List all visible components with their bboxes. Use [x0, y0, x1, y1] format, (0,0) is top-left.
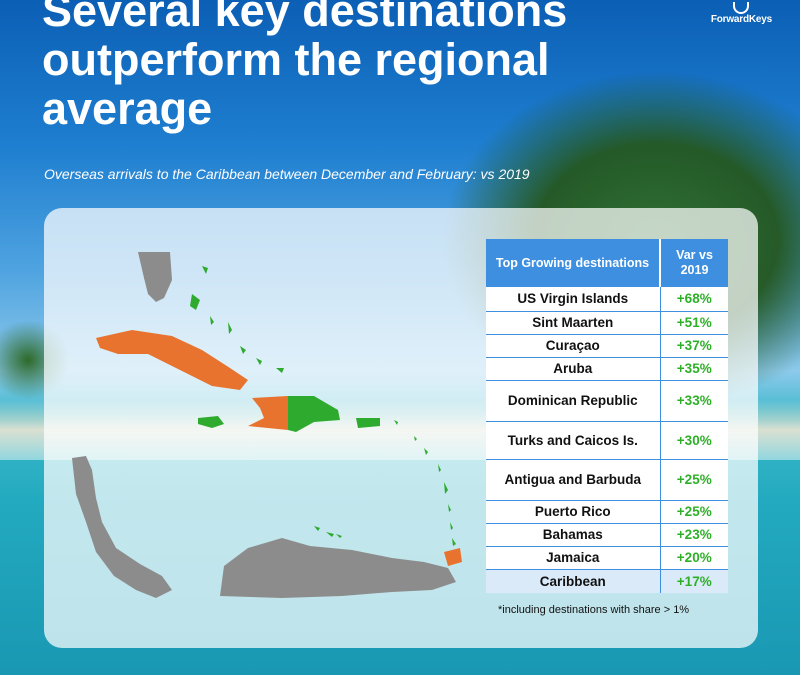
map-florida — [138, 252, 172, 302]
table-row: Bahamas +23% — [486, 523, 728, 547]
destination-var: +20% — [660, 546, 728, 570]
map-dominican-republic — [288, 396, 340, 432]
destinations-table: Top Growing destinations Var vs 2019 US … — [486, 239, 728, 593]
destination-var: +30% — [660, 421, 728, 460]
destination-name: Puerto Rico — [486, 500, 661, 524]
destination-var: +25% — [660, 459, 728, 501]
destination-name: US Virgin Islands — [486, 287, 661, 312]
table-row: Jamaica +20% — [486, 546, 728, 570]
map-puerto-rico — [356, 418, 380, 428]
table-row: Antigua and Barbuda +25% — [486, 459, 728, 501]
table-row: US Virgin Islands +68% — [486, 287, 728, 312]
map-trinidad — [444, 548, 462, 566]
destination-var: +23% — [660, 523, 728, 547]
map-aruba-curacao — [314, 526, 342, 538]
destination-name: Antigua and Barbuda — [486, 459, 661, 501]
destination-name: Sint Maarten — [486, 311, 661, 335]
destination-var: +35% — [660, 357, 728, 381]
map-jamaica — [198, 416, 224, 428]
destination-var: +25% — [660, 500, 728, 524]
destination-name: Dominican Republic — [486, 380, 661, 422]
destination-name: Bahamas — [486, 523, 661, 547]
destination-name: Jamaica — [486, 546, 661, 570]
destination-var: +51% — [660, 311, 728, 335]
logo-icon — [733, 2, 750, 14]
map-central-america — [72, 456, 172, 598]
table-row: Sint Maarten +51% — [486, 311, 728, 335]
destination-name: Aruba — [486, 357, 661, 381]
logo-text: ForwardKeys — [710, 14, 772, 25]
destination-name: Caribbean — [486, 569, 661, 593]
map-cuba — [96, 330, 248, 390]
map-turks-caicos — [276, 368, 284, 373]
destination-var: +68% — [660, 287, 728, 312]
table-row: Curaçao +37% — [486, 334, 728, 358]
page-title: Several key destinations outperform the … — [42, 0, 568, 134]
table-row: Turks and Caicos Is. +30% — [486, 421, 728, 460]
destination-name: Curaçao — [486, 334, 661, 358]
table-row-total: Caribbean +17% — [486, 569, 728, 593]
table-row: Puerto Rico +25% — [486, 500, 728, 524]
page-subtitle: Overseas arrivals to the Caribbean betwe… — [44, 166, 530, 182]
caribbean-map — [72, 252, 462, 598]
destination-var: +33% — [660, 380, 728, 422]
header-destination: Top Growing destinations — [486, 239, 661, 287]
destination-var: +17% — [660, 569, 728, 593]
header-var: Var vs 2019 — [660, 239, 728, 287]
forwardkeys-logo: ForwardKeys — [711, 2, 772, 25]
destination-var: +37% — [660, 334, 728, 358]
map-south-america — [220, 538, 456, 598]
table-row: Dominican Republic +33% — [486, 380, 728, 422]
destination-name: Turks and Caicos Is. — [486, 421, 661, 460]
map-lesser-antilles — [394, 420, 456, 546]
table-row: Aruba +35% — [486, 357, 728, 381]
map-haiti — [248, 396, 288, 430]
footnote: *including destinations with share > 1% — [498, 604, 690, 616]
